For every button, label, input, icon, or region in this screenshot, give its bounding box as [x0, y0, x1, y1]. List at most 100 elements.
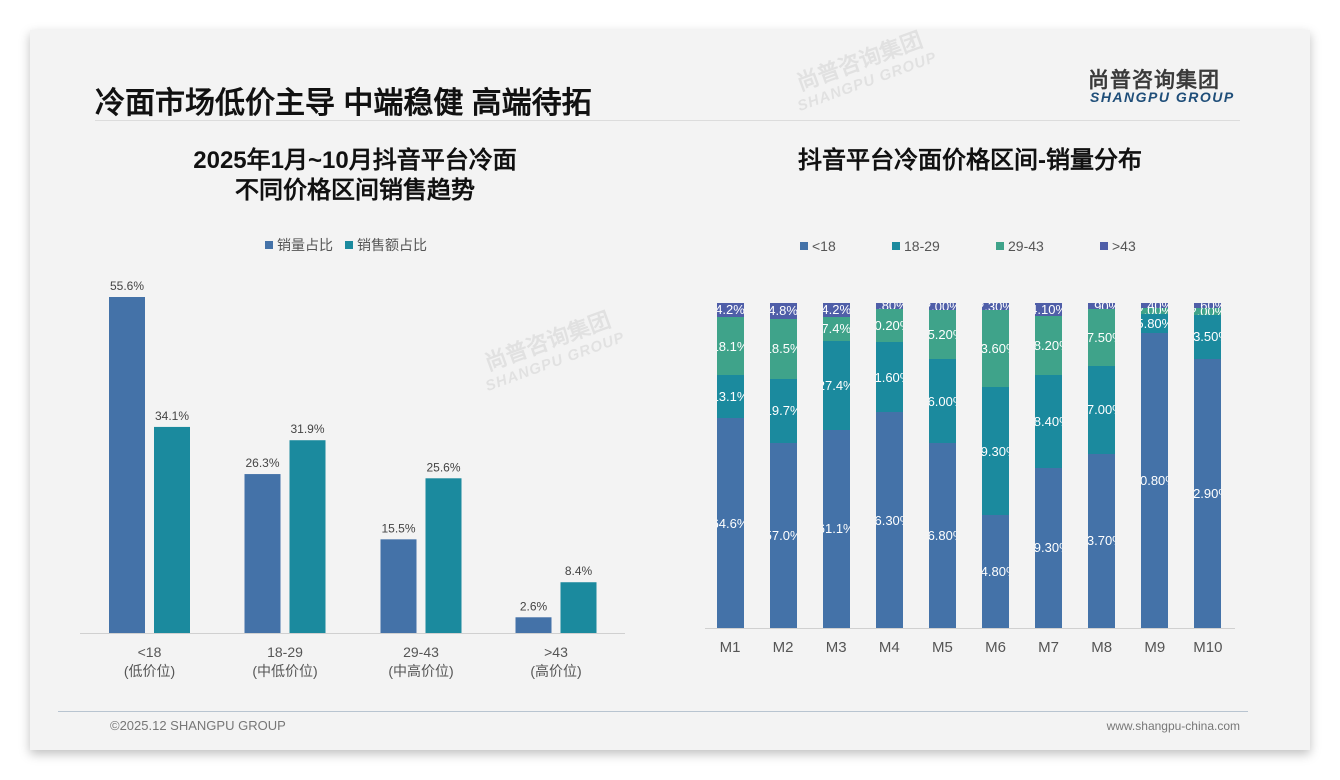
x-tick-label: M10: [1193, 639, 1222, 656]
x-tick-label: 29-43: [403, 644, 439, 660]
stacked-segment-29-43: 23.60%: [982, 310, 1009, 388]
stacked-segment-gt43: 4.10%: [1035, 303, 1063, 317]
stacked-segment-gt43: 1.80%: [875, 303, 903, 309]
data-label: 25.6%: [426, 460, 460, 474]
data-label: 55.6%: [110, 279, 144, 293]
bar-sales-volume: [515, 617, 552, 633]
legend-label: 销量占比: [277, 237, 333, 253]
stacked-segment-18-29: 13.50%: [1194, 314, 1222, 359]
data-label: 26.3%: [245, 456, 279, 470]
x-tick-label: M6: [985, 639, 1006, 656]
x-tick-label: <18: [138, 644, 162, 660]
legend-item: 18-29: [892, 238, 996, 254]
stacked-segment-18-29: 13.1%: [716, 375, 744, 419]
left-chart-legend: 销量占比 销售额占比: [265, 235, 427, 255]
legend-swatch: [345, 241, 353, 249]
data-label: 34.1%: [155, 409, 189, 423]
stacked-segment-gt43: 4.2%: [716, 303, 744, 317]
legend-label: 销售额占比: [357, 237, 427, 253]
data-label: 31.9%: [290, 422, 324, 436]
legend-item: 销量占比: [265, 235, 333, 255]
x-tick-label: >43: [544, 644, 568, 660]
stacked-segment-lt18: 53.70%: [1088, 453, 1116, 628]
x-tick-label: M4: [879, 639, 900, 656]
footer-copyright: ©2025.12 SHANGPU GROUP: [110, 718, 286, 733]
x-tick-sublabel: (中低价位): [252, 663, 317, 679]
stacked-segment-29-43: 18.5%: [769, 318, 797, 379]
stacked-segment-lt18: 56.80%: [928, 443, 956, 628]
bar-sales-volume: [244, 474, 281, 633]
stacked-segment-lt18: 66.30%: [875, 412, 903, 628]
legend-swatch: [265, 241, 273, 249]
legend-item: 销售额占比: [345, 235, 427, 255]
stacked-segment-29-43: 10.20%: [875, 308, 903, 343]
legend-label: 18-29: [904, 238, 940, 254]
bar-sales-amount: [289, 440, 326, 633]
page-title: 冷面市场低价主导 中端稳健 高端待拓: [95, 87, 592, 120]
stacked-segment-gt43: 4.2%: [822, 303, 850, 317]
bar-sales-volume: [109, 297, 145, 633]
legend-swatch: [996, 242, 1004, 250]
stacked-segment-29-43: 2.00%: [1194, 308, 1222, 315]
x-tick-label: M7: [1038, 639, 1059, 656]
stacked-segment-lt18: 57.0%: [769, 442, 797, 628]
x-tick-label: M3: [826, 639, 847, 656]
stacked-segment-29-43: 18.20%: [1035, 316, 1063, 376]
x-tick-sublabel: (低价位): [124, 663, 175, 679]
x-tick-sublabel: (高价位): [530, 663, 581, 679]
x-tick-sublabel: (中高价位): [388, 663, 453, 679]
left-chart-title: 2025年1月~10月抖音平台冷面 不同价格区间销售趋势: [120, 146, 590, 206]
stacked-segment-lt18: 64.6%: [716, 418, 744, 628]
stacked-segment-lt18: 90.80%: [1141, 332, 1169, 628]
legend-item: 29-43: [996, 238, 1100, 254]
footer-divider: [58, 711, 1248, 712]
bar-sales-amount: [425, 478, 462, 633]
x-tick-label: M1: [720, 639, 741, 656]
legend-label: >43: [1112, 238, 1136, 254]
stacked-segment-gt43: 2.30%: [982, 303, 1009, 311]
x-tick-label: M2: [773, 639, 794, 656]
stacked-segment-29-43: 7.4%: [822, 316, 850, 341]
data-label: 15.5%: [381, 521, 415, 535]
x-tick-label: M9: [1144, 639, 1165, 656]
bar-sales-volume: [380, 539, 417, 633]
stacked-segment-18-29: 27.4%: [822, 340, 850, 430]
left-chart-title-line1: 2025年1月~10月抖音平台冷面: [193, 147, 517, 174]
bar-sales-amount: [154, 426, 190, 633]
x-tick-label: M5: [932, 639, 953, 656]
stacked-segment-29-43: 18.1%: [716, 316, 744, 376]
stacked-segment-29-43: 17.50%: [1088, 309, 1116, 366]
legend-label: <18: [812, 238, 836, 254]
stacked-segment-lt18: 82.90%: [1194, 358, 1222, 628]
legend-swatch: [892, 242, 900, 250]
stacked-segment-lt18: 49.30%: [1035, 467, 1063, 628]
logo-chinese: 尚普咨询集团: [1088, 69, 1220, 92]
stacked-segment-gt43: 1.60%: [1194, 303, 1222, 309]
legend-swatch: [1100, 242, 1108, 250]
data-label: 2.6%: [520, 599, 548, 613]
logo-english: SHANGPU GROUP: [1090, 89, 1235, 105]
stacked-segment-lt18: 61.1%: [822, 429, 850, 628]
stacked-segment-lt18: 34.80%: [982, 514, 1009, 628]
stacked-segment-gt43: 2.00%: [928, 303, 956, 310]
right-chart-legend: <18 18-29 29-43 >43: [800, 238, 1136, 254]
x-tick-label: M8: [1091, 639, 1112, 656]
stacked-segment-18-29: 5.80%: [1141, 314, 1169, 333]
left-chart-title-line2: 不同价格区间销售趋势: [235, 177, 475, 204]
stacked-segment-18-29: 27.00%: [1088, 365, 1116, 454]
stacked-segment-gt43: 1.40%: [1141, 303, 1169, 308]
legend-swatch: [800, 242, 808, 250]
stacked-segment-gt43: 4.8%: [769, 303, 797, 319]
legend-item: <18: [800, 238, 892, 254]
data-label: 8.4%: [565, 564, 593, 578]
stacked-segment-18-29: 21.60%: [875, 342, 903, 413]
stacked-segment-29-43: 15.20%: [928, 309, 956, 359]
stacked-segment-gt43: 1.90%: [1088, 303, 1116, 310]
stacked-segment-29-43: 2.00%: [1141, 307, 1169, 315]
footer-website: www.shangpu-china.com: [1106, 719, 1240, 733]
right-chart-title: 抖音平台冷面价格区间-销量分布: [798, 147, 1142, 174]
legend-label: 29-43: [1008, 238, 1044, 254]
stacked-segment-18-29: 39.30%: [982, 387, 1009, 515]
stacked-segment-18-29: 28.40%: [1035, 375, 1063, 468]
